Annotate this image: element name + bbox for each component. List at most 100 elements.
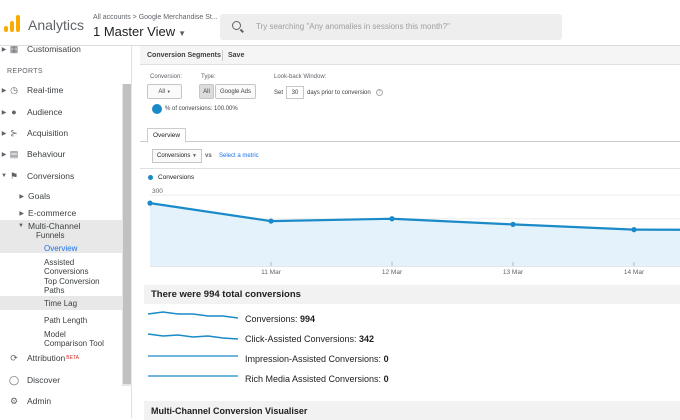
chevron-down-icon: ▼	[1, 173, 7, 179]
sidebar-item-attribution[interactable]: ⟳ Attribution BETA	[0, 351, 122, 365]
conversion-label: Conversion:	[150, 74, 183, 80]
lookback-window: Set 30 days prior to conversion ?	[274, 86, 383, 99]
time-lag-highlight	[0, 296, 122, 310]
account-breadcrumb[interactable]: All accounts > Google Merchandise St...	[93, 14, 218, 21]
data-point	[268, 218, 274, 224]
x-tick-label: 14 Mar	[624, 269, 645, 276]
sidebar-scrollbar[interactable]	[122, 84, 132, 386]
acquisition-icon: ⊱	[10, 127, 18, 138]
conversion-segments-button[interactable]: Conversion Segments	[147, 52, 221, 59]
sparkline-impression-assisted	[148, 355, 238, 357]
chevron-right-icon: ▶	[1, 46, 7, 53]
clock-icon: ◷	[10, 84, 18, 95]
sidebar-item-behaviour[interactable]: ▶ ▤ Behaviour	[1, 148, 66, 160]
type-label: Type:	[201, 74, 216, 80]
summary-row-click-assisted: Click-Assisted Conversions: 342	[144, 328, 680, 348]
select-metric-link[interactable]: Select a metric	[219, 153, 259, 159]
data-point	[510, 221, 516, 227]
sidebar-item-multi-channel-funnels[interactable]: ▼ Multi-Channel	[0, 221, 122, 231]
customisation-icon: ▦	[9, 43, 19, 54]
toolbar-divider	[222, 50, 223, 61]
chevron-right-icon: ▶	[19, 210, 24, 217]
chart-points	[147, 200, 637, 233]
behaviour-icon: ▤	[9, 148, 19, 159]
chart-x-axis: 11 Mar 12 Mar 13 Mar 14 Mar	[261, 262, 645, 276]
help-icon[interactable]: ?	[375, 89, 383, 96]
sidebar-item-discover[interactable]: ◯ Discover	[8, 374, 61, 386]
summary-row-rich-media: Rich Media Assisted Conversions: 0	[144, 368, 680, 388]
sidebar-item-time-lag[interactable]: Time Lag	[44, 299, 78, 308]
chart-controls: Conversions ▼ vs Select a metric	[140, 142, 680, 169]
top-header: Analytics All accounts > Google Merchand…	[0, 0, 680, 46]
sidebar-item-path-length[interactable]: Path Length	[44, 316, 88, 325]
visualiser-heading: Multi-Channel Conversion Visualiser	[144, 401, 680, 420]
chevron-right-icon: ▶	[1, 151, 7, 158]
person-icon: ●	[11, 107, 17, 117]
chevron-down-icon: ▼	[192, 153, 197, 159]
search-icon	[232, 21, 241, 30]
lookback-label: Look-back Window:	[274, 74, 327, 80]
chart-area	[150, 203, 680, 266]
rich-media-value: 0	[383, 374, 389, 384]
chevron-down-icon: ▼	[178, 29, 187, 38]
app-title[interactable]: Analytics	[28, 17, 85, 33]
sidebar-item-goals[interactable]: ▶ Goals	[0, 189, 122, 203]
sidebar-item-audience[interactable]: ▶ ● Audience	[1, 107, 63, 117]
save-button[interactable]: Save	[228, 52, 245, 59]
view-name: 1 Master View	[93, 24, 176, 39]
tab-overview[interactable]: Overview	[147, 128, 187, 143]
x-tick-label: 11 Mar	[261, 269, 282, 276]
conversion-dropdown[interactable]: All ▼	[147, 84, 182, 99]
chevron-right-icon: ▶	[1, 130, 7, 137]
sidebar-item-assisted-conversions[interactable]: Assisted	[44, 258, 75, 267]
sidebar-item-model-comparison-2[interactable]: Comparison Tool	[44, 339, 104, 348]
beta-badge: BETA	[66, 355, 79, 361]
metric-dropdown[interactable]: Conversions ▼	[152, 149, 202, 163]
data-point	[631, 227, 637, 233]
tab-bar: Overview	[140, 126, 680, 143]
sparkline-conversions	[148, 311, 238, 319]
search-bar[interactable]: Try searching "Any anomalies in sessions…	[220, 14, 562, 40]
percent-conversions: % of conversions: 100.00%	[152, 104, 238, 114]
sidebar-item-acquisition[interactable]: ▶ ⊱ Acquisition	[1, 127, 69, 139]
segments-toolbar: Conversion Segments Save	[140, 46, 680, 65]
sidebar-item-realtime[interactable]: ▶ ◷ Real-time	[1, 84, 64, 96]
sidebar-item-assisted-conversions-2[interactable]: Conversions	[44, 267, 89, 276]
type-google-ads-button[interactable]: Google Ads	[215, 84, 256, 99]
attribution-icon: ⟳	[10, 352, 18, 363]
scrollbar-thumb[interactable]	[123, 84, 131, 384]
overview-highlight	[0, 240, 122, 253]
total-conversions-heading: There were 994 total conversions	[144, 285, 680, 304]
legend-series-label: Conversions	[158, 174, 195, 181]
sidebar-item-overview[interactable]: Overview	[44, 244, 78, 253]
sidebar: ▶ ▦ Customisation REPORTS ▶ ◷ Real-time …	[0, 44, 132, 418]
chart-legend: Conversions	[148, 174, 194, 181]
sidebar-item-mcf-label-2: Funnels	[36, 231, 65, 240]
data-point	[389, 216, 395, 222]
flag-icon: ⚑	[9, 170, 19, 181]
lightbulb-icon: ◯	[8, 374, 20, 385]
vs-label: vs	[205, 153, 212, 159]
sidebar-item-top-conversion-paths[interactable]: Top Conversion	[44, 277, 100, 286]
sidebar-item-admin[interactable]: ⚙ Admin	[9, 395, 52, 407]
sidebar-item-model-comparison[interactable]: Model	[44, 330, 66, 339]
sparkline-click-assisted	[148, 333, 238, 340]
search-input[interactable]: Try searching "Any anomalies in sessions…	[256, 22, 450, 31]
chevron-right-icon: ▶	[1, 109, 7, 116]
sidebar-item-top-conversion-paths-2[interactable]: Paths	[44, 286, 65, 295]
chart-line	[149, 202, 680, 231]
lookback-days-input[interactable]: 30	[286, 86, 305, 99]
chevron-right-icon: ▶	[1, 87, 7, 94]
view-selector[interactable]: 1 Master View ▼	[93, 24, 186, 39]
mcf-highlight	[0, 220, 122, 240]
sidebar-item-ecommerce[interactable]: ▶ E-commerce	[0, 206, 122, 220]
type-all-button[interactable]: All	[199, 84, 214, 99]
click-assisted-value: 342	[359, 334, 375, 344]
chevron-right-icon: ▶	[19, 193, 24, 200]
conversions-value: 994	[300, 314, 316, 324]
sidebar-item-customisation[interactable]: ▶ ▦ Customisation	[1, 43, 81, 55]
sidebar-item-conversions[interactable]: ▼ ⚑ Conversions	[1, 170, 75, 182]
analytics-logo-icon[interactable]	[4, 14, 22, 32]
impression-assisted-value: 0	[383, 354, 389, 364]
